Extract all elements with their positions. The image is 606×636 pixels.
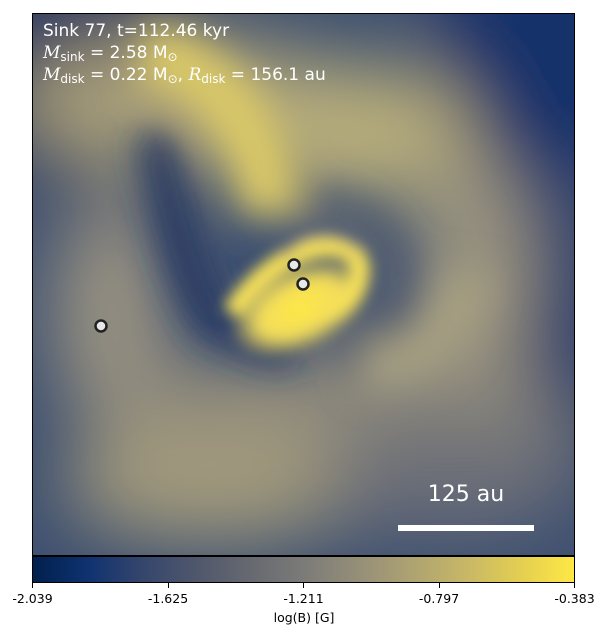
colorbar-tick: [438, 583, 440, 588]
colorbar-tick: [32, 583, 33, 588]
colorbar-tick-label: -0.383: [554, 591, 595, 606]
scale-bar: [398, 525, 534, 531]
colorbar-tick: [167, 583, 169, 588]
field-map-image: [32, 13, 575, 556]
disk-properties-label: Mdisk = 0.22 M⊙, Rdisk = 156.1 au: [43, 65, 326, 86]
colorbar-gradient: [33, 557, 574, 582]
colorbar-tick: [574, 583, 575, 588]
colorbar-tick-label: -2.039: [12, 591, 53, 606]
colorbar-tick-label: -1.211: [283, 591, 324, 606]
colorbar-label: log(B) [G]: [273, 610, 335, 625]
scale-bar-label: 125 au: [427, 482, 505, 507]
field-map: [32, 13, 575, 556]
colorbar-tick-label: -0.797: [418, 591, 460, 606]
colorbar-tick: [303, 583, 304, 588]
sink-mass-label: Msink = 2.58 M⊙: [43, 43, 178, 64]
colorbar-tick-label: -1.625: [147, 591, 189, 606]
sink-title: Sink 77, t=112.46 kyr: [43, 21, 230, 41]
colorbar: [32, 556, 575, 583]
